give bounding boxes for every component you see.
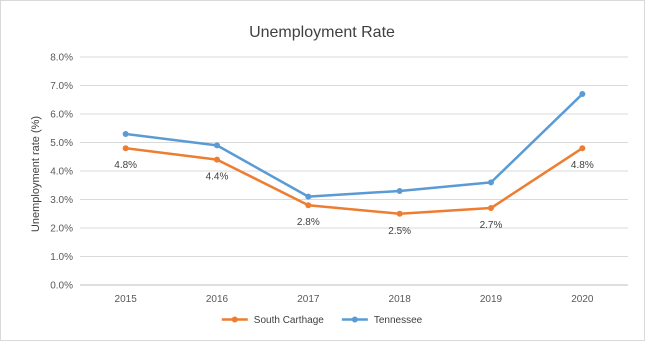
data-point <box>305 202 312 209</box>
data-point <box>214 156 220 163</box>
data-label: 2.7% <box>480 220 503 231</box>
y-tick-label: 5.0% <box>50 138 73 149</box>
x-tick-label: 2017 <box>297 294 320 305</box>
x-tick-label: 2020 <box>571 294 594 305</box>
y-tick-label: 4.0% <box>50 167 73 178</box>
data-label: 4.8% <box>571 160 594 171</box>
y-axis-label: Unemployment rate (%) <box>30 116 42 232</box>
y-tick-label: 8.0% <box>50 53 73 64</box>
x-tick-label: 2015 <box>115 294 138 305</box>
legend: South Carthage Tennessee <box>221 315 423 326</box>
series-line <box>125 146 584 215</box>
x-tick-label: 2018 <box>389 294 412 305</box>
y-tick-label: 0.0% <box>50 281 73 292</box>
x-tick-label: 2016 <box>206 294 229 305</box>
data-point <box>488 205 494 212</box>
legend-entry-label: Tennessee <box>374 315 423 326</box>
data-label: 2.8% <box>297 217 320 228</box>
x-tick-label: 2019 <box>480 294 503 305</box>
data-labels: 4.8% 4.4% 2.8% 2.5% 2.7% 4.8% <box>114 160 594 237</box>
data-point <box>305 193 312 200</box>
data-label: 4.8% <box>114 160 137 171</box>
y-tick-label: 3.0% <box>50 195 73 206</box>
chart-title: Unemployment Rate <box>249 24 395 41</box>
data-point <box>396 210 403 217</box>
data-label: 2.5% <box>388 226 411 237</box>
x-axis-ticks: 2015 2016 2017 2018 2019 2020 <box>115 294 594 305</box>
y-tick-label: 7.0% <box>50 81 73 92</box>
data-label: 4.4% <box>206 172 229 183</box>
data-point <box>579 91 586 98</box>
legend-marker <box>231 316 238 323</box>
y-tick-label: 6.0% <box>50 110 73 121</box>
y-tick-label: 2.0% <box>50 224 73 235</box>
gridlines <box>80 56 628 286</box>
data-point <box>122 145 129 152</box>
series-lines <box>122 91 586 217</box>
data-point <box>214 142 220 149</box>
y-axis-ticks: 0.0% 1.0% 2.0% 3.0% 4.0% 5.0% 6.0% 7.0% 8.0% <box>50 53 73 292</box>
data-point <box>488 179 494 186</box>
legend-marker <box>351 316 358 323</box>
data-point <box>579 145 586 152</box>
data-point <box>396 187 403 194</box>
y-tick-label: 1.0% <box>50 252 73 263</box>
data-point <box>122 130 129 137</box>
legend-entry-label: South Carthage <box>254 315 324 326</box>
series-line <box>125 93 584 198</box>
